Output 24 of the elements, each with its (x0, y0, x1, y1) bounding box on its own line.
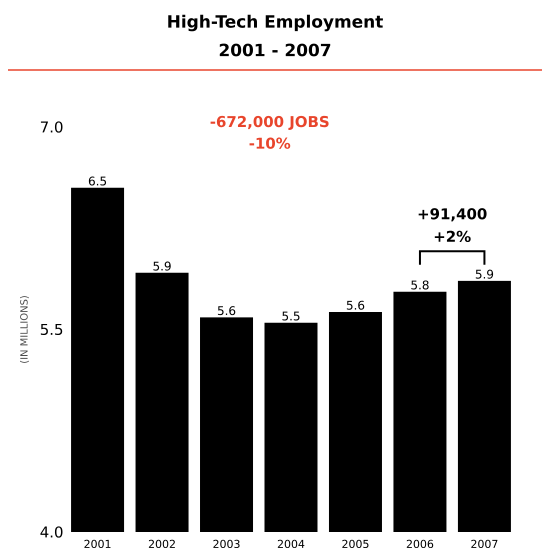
y-tick-label: 7.0 (40, 121, 62, 133)
x-tick-label: 2007 (471, 540, 498, 548)
x-tick-label: 2006 (406, 540, 434, 548)
chart-title: High-Tech Employment (168, 14, 383, 32)
annotation: +2% (434, 230, 471, 242)
annotation: +91,400 (418, 208, 487, 222)
data-label: 5.9 (476, 270, 494, 279)
data-label: 6.5 (88, 176, 106, 186)
x-tick-label: 2001 (84, 540, 110, 548)
y-axis-title: (IN MILLIONS) (20, 296, 29, 363)
data-label: 5.6 (346, 300, 364, 310)
x-tick-label: 2003 (213, 540, 240, 548)
x-tick-label: 2005 (342, 540, 368, 548)
y-tick-label: 5.5 (40, 324, 62, 336)
chart-subtitle: 2001 - 2007 (220, 44, 330, 56)
data-label: 5.9 (153, 262, 171, 271)
data-label: 5.5 (282, 312, 300, 321)
data-label: 5.8 (411, 280, 429, 290)
x-tick-label: 2004 (278, 540, 304, 548)
x-tick-label: 2002 (148, 540, 175, 548)
y-tick-label: 4.0 (40, 526, 62, 538)
annotation: -10% (250, 138, 290, 149)
data-label: 5.6 (218, 306, 236, 316)
annotation: -672,000 JOBS (210, 116, 329, 130)
